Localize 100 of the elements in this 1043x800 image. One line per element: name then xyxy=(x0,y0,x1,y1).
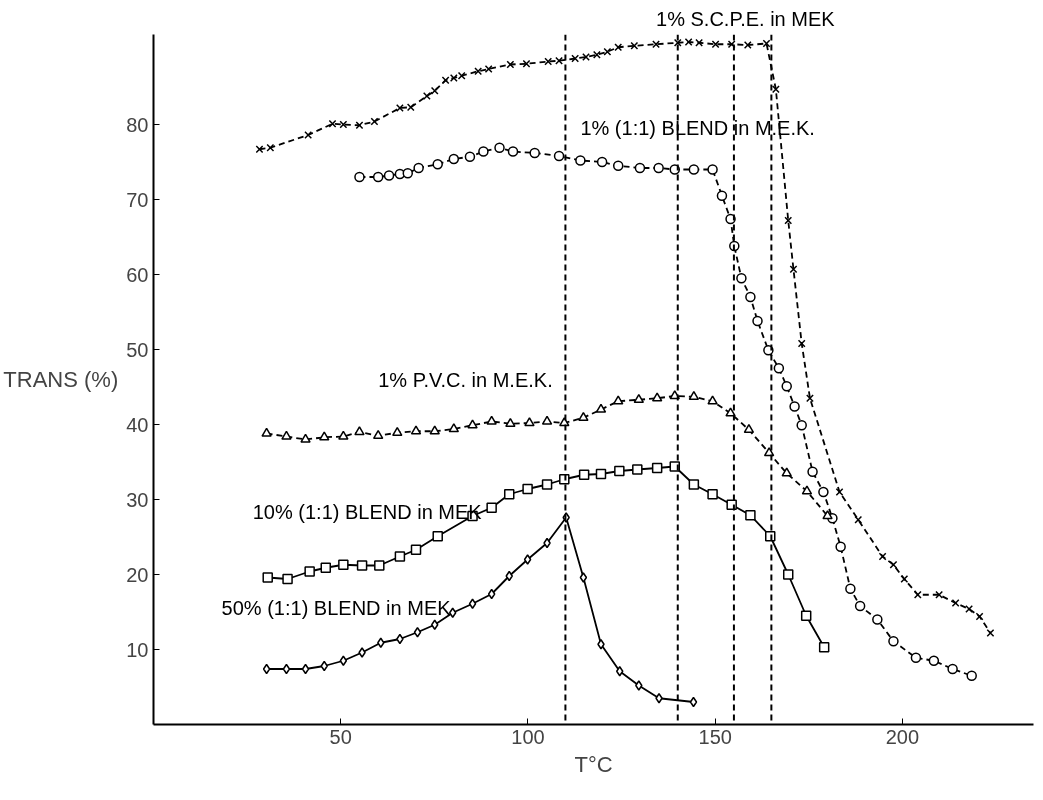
point xyxy=(354,171,365,183)
point xyxy=(579,572,588,583)
point xyxy=(612,395,624,405)
point xyxy=(689,696,698,708)
point xyxy=(541,415,553,425)
point xyxy=(762,39,771,48)
point xyxy=(377,637,385,648)
x-axis-title: T°C xyxy=(574,751,613,777)
point xyxy=(394,551,406,562)
point xyxy=(300,433,311,443)
point xyxy=(614,43,623,52)
point xyxy=(745,510,756,521)
point xyxy=(582,53,590,61)
point xyxy=(282,663,291,675)
point xyxy=(372,429,384,440)
point xyxy=(745,291,756,303)
point xyxy=(372,171,384,183)
point xyxy=(651,392,663,402)
point xyxy=(338,430,349,440)
y-tick-label: 60 xyxy=(126,263,149,286)
point xyxy=(928,655,940,666)
point xyxy=(262,572,273,583)
point xyxy=(801,485,813,495)
point xyxy=(392,426,403,437)
point xyxy=(432,159,443,170)
series-label: 50% (1:1) BLEND in MEK xyxy=(221,597,452,619)
point xyxy=(632,464,643,475)
x-tick-label: 150 xyxy=(698,725,732,748)
point xyxy=(370,117,379,126)
point xyxy=(478,146,489,157)
point xyxy=(781,467,792,477)
point xyxy=(319,431,330,441)
point xyxy=(339,655,348,666)
point xyxy=(595,468,607,480)
point xyxy=(395,104,404,112)
point xyxy=(410,544,422,555)
point xyxy=(430,86,439,95)
point xyxy=(338,559,349,570)
point xyxy=(807,466,818,477)
point xyxy=(503,489,515,500)
point xyxy=(575,155,586,166)
y-tick-label: 70 xyxy=(126,188,149,211)
point xyxy=(487,588,496,600)
point xyxy=(653,162,664,174)
point xyxy=(789,401,800,412)
point xyxy=(615,666,624,677)
y-axis-title: TRANS (%) xyxy=(3,367,119,392)
point xyxy=(282,573,293,585)
point xyxy=(467,419,478,429)
point xyxy=(655,693,663,704)
point xyxy=(743,423,755,434)
point xyxy=(782,569,794,580)
point xyxy=(355,121,364,130)
y-tick-label: 50 xyxy=(126,338,149,361)
point xyxy=(707,395,718,405)
point xyxy=(328,119,337,128)
point xyxy=(402,168,414,179)
point xyxy=(913,590,922,599)
series-label: 1% P.V.C. in M.E.K. xyxy=(378,368,553,391)
point xyxy=(553,150,565,162)
series-label: 10% (1:1) BLEND in MEK xyxy=(252,500,483,523)
point xyxy=(522,483,533,495)
point xyxy=(448,423,460,433)
point xyxy=(822,510,833,520)
point xyxy=(854,600,866,612)
point xyxy=(752,315,763,327)
point xyxy=(773,363,785,374)
point xyxy=(596,156,608,168)
point xyxy=(800,610,812,621)
point xyxy=(651,462,663,474)
y-tick-label: 40 xyxy=(126,413,149,436)
point xyxy=(484,65,493,73)
point xyxy=(669,164,681,175)
point xyxy=(612,160,624,171)
point xyxy=(835,541,846,552)
point xyxy=(339,120,348,129)
point xyxy=(429,425,440,435)
point xyxy=(854,515,863,524)
y-tick-label: 20 xyxy=(126,563,149,586)
point xyxy=(432,531,443,542)
point xyxy=(529,147,540,159)
point xyxy=(688,390,700,401)
point xyxy=(320,562,332,573)
point xyxy=(468,598,477,609)
point xyxy=(486,502,497,513)
point xyxy=(354,426,365,436)
point xyxy=(634,162,646,174)
y-tick-label: 10 xyxy=(126,638,149,661)
point xyxy=(523,554,532,565)
point xyxy=(725,407,736,417)
point xyxy=(688,164,700,175)
point xyxy=(356,560,368,571)
point xyxy=(578,469,590,480)
point xyxy=(707,489,718,500)
x-tick-label: 200 xyxy=(885,725,920,748)
point xyxy=(255,145,264,154)
point xyxy=(422,92,431,100)
point xyxy=(464,151,476,162)
series-label: 1% (1:1) BLEND in M.E.K. xyxy=(580,116,815,139)
point xyxy=(486,415,497,425)
